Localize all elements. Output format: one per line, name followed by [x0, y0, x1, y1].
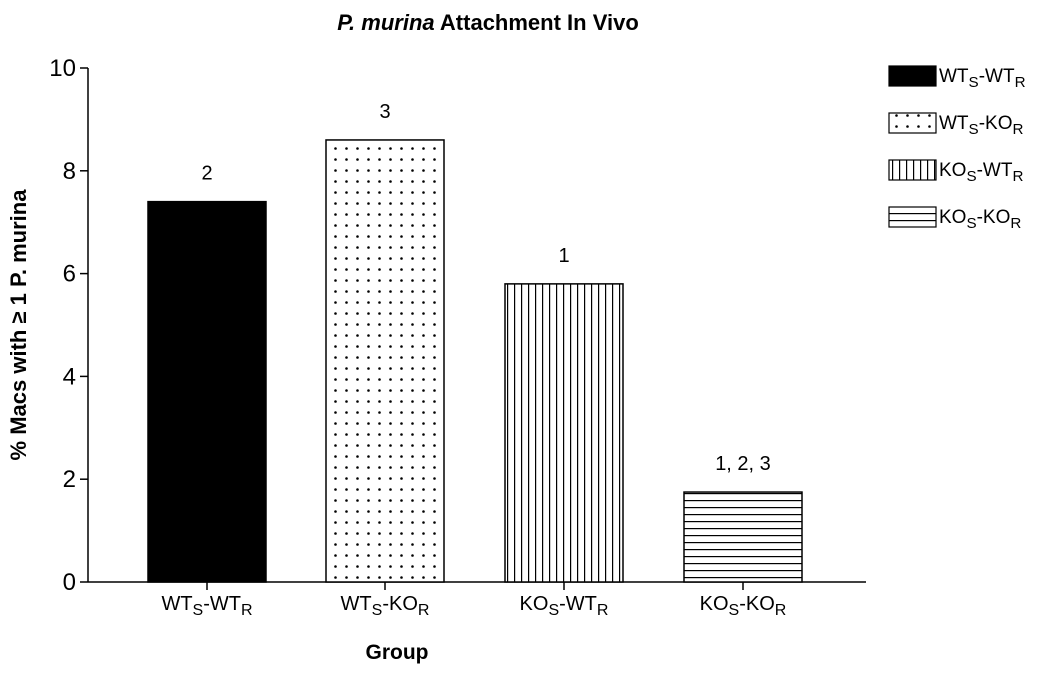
bar-annotation: 1, 2, 3: [715, 453, 771, 475]
bar-3: [504, 283, 624, 583]
x-tick-label: KOS-KOR: [700, 593, 787, 619]
legend-swatch: [888, 65, 937, 87]
bar-4: [683, 491, 803, 583]
plot-area: 0 2 4 6 8 10 WTS-WTR 2 WTS-KOR 3 KOS-WTR 1 KOS-KOR 1,…: [49, 55, 866, 619]
y-tick-label: 10: [49, 55, 76, 82]
bar-2: [325, 139, 445, 583]
y-axis-label: % Macs with ≥ 1 P. murina: [6, 189, 31, 461]
bar-1: [147, 200, 267, 583]
chart-title-rest: Attachment In Vivo: [435, 10, 639, 35]
legend-swatch: [888, 206, 937, 228]
legend-swatch: [888, 112, 937, 134]
chart-title: P. murina Attachment In Vivo: [337, 10, 639, 35]
x-tick-label: WTS-KOR: [341, 593, 430, 619]
legend-label: WTS-WTR: [939, 66, 1026, 91]
x-axis-label: Group: [366, 641, 429, 664]
legend-label: KOS-WTR: [939, 160, 1023, 185]
legend-label: WTS-KOR: [939, 113, 1023, 138]
legend-label: KOS-KOR: [939, 207, 1021, 232]
bar-annotation: 2: [201, 163, 212, 185]
y-tick-label: 8: [63, 158, 76, 185]
bar-annotation: 3: [379, 101, 390, 123]
y-tick-label: 0: [63, 569, 76, 596]
y-tick-label: 2: [63, 466, 76, 493]
bar-annotation: 1: [558, 245, 569, 267]
x-tick-label: KOS-WTR: [520, 593, 609, 619]
chart-title-species: P. murina: [337, 10, 434, 35]
x-tick-label: WTS-WTR: [161, 593, 252, 619]
legend-swatch: [888, 159, 937, 181]
y-tick-label: 6: [63, 261, 76, 288]
y-tick-label: 4: [63, 363, 76, 390]
legend: WTS-WTR WTS-KOR KOS-WTR KOS-KOR: [888, 65, 1026, 232]
